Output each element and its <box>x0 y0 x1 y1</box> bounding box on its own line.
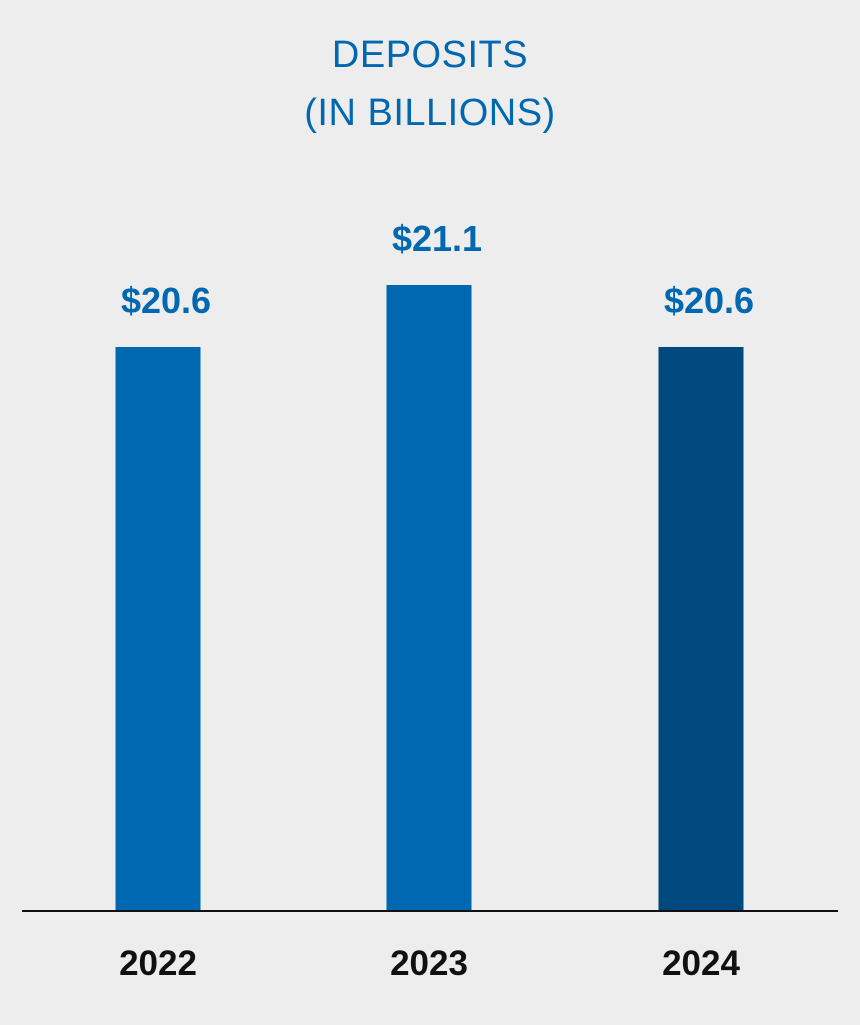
bar-2022 <box>115 346 201 911</box>
bars-layer <box>115 285 744 911</box>
x-tick-label-2023: 2023 <box>390 944 468 983</box>
labels-layer: $20.6 2022 $21.1 2023 $20.6 2024 <box>119 218 754 983</box>
x-tick-label-2024: 2024 <box>662 944 740 983</box>
bar-2023 <box>386 285 472 911</box>
value-label-2024: $20.6 <box>664 280 754 321</box>
chart-subtitle-line-2: (IN BILLIONS) <box>304 92 556 134</box>
chart-title-line-1: DEPOSITS <box>331 34 529 76</box>
x-tick-label-2022: 2022 <box>119 944 197 983</box>
value-label-2022: $20.6 <box>121 280 211 321</box>
value-label-2023: $21.1 <box>392 218 482 259</box>
bar-2024 <box>658 346 744 911</box>
